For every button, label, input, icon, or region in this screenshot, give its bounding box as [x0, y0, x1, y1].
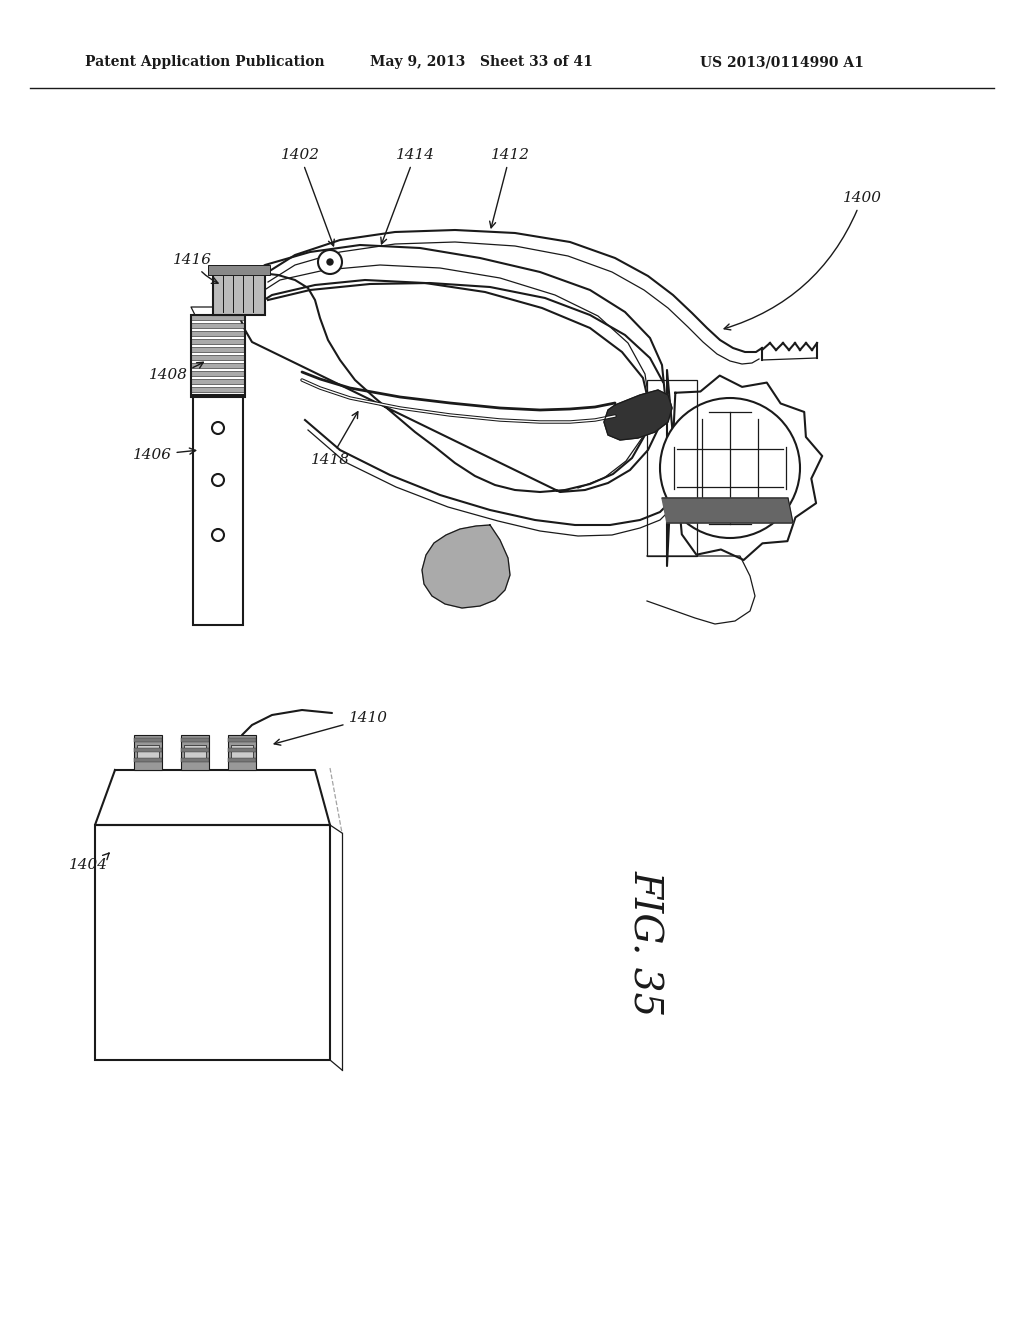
Text: 1402: 1402: [281, 148, 334, 246]
Bar: [191, 371, 245, 376]
Bar: [95, 825, 330, 1060]
Circle shape: [318, 249, 342, 275]
Bar: [191, 315, 245, 397]
Text: US 2013/0114990 A1: US 2013/0114990 A1: [700, 55, 864, 69]
Circle shape: [212, 422, 224, 434]
Bar: [228, 738, 256, 742]
Polygon shape: [95, 770, 330, 825]
Bar: [191, 315, 245, 319]
Polygon shape: [667, 370, 822, 566]
Bar: [181, 758, 209, 762]
Circle shape: [212, 474, 224, 486]
Bar: [191, 323, 245, 327]
Text: May 9, 2013   Sheet 33 of 41: May 9, 2013 Sheet 33 of 41: [370, 55, 593, 69]
Text: 1406: 1406: [132, 447, 196, 462]
Circle shape: [327, 259, 333, 265]
Bar: [191, 355, 245, 360]
Text: 1412: 1412: [489, 148, 529, 228]
Bar: [228, 748, 256, 752]
Bar: [208, 265, 270, 275]
Polygon shape: [604, 389, 672, 440]
Text: 1410: 1410: [274, 711, 387, 746]
Bar: [181, 735, 209, 770]
Polygon shape: [662, 498, 793, 523]
Polygon shape: [191, 308, 245, 315]
Text: 1418: 1418: [310, 412, 357, 467]
Text: 1408: 1408: [148, 362, 204, 381]
Polygon shape: [234, 246, 665, 492]
Text: 1404: 1404: [69, 853, 110, 873]
Text: FIG. 35: FIG. 35: [627, 870, 664, 1016]
Polygon shape: [422, 525, 510, 609]
Bar: [228, 735, 256, 770]
Bar: [137, 744, 159, 760]
Bar: [191, 339, 245, 345]
Bar: [134, 748, 162, 752]
Bar: [231, 744, 253, 760]
Bar: [191, 379, 245, 384]
Circle shape: [660, 399, 800, 539]
Bar: [184, 744, 206, 760]
Text: 1400: 1400: [724, 191, 882, 330]
Bar: [191, 387, 245, 392]
Bar: [181, 738, 209, 742]
Bar: [134, 758, 162, 762]
Bar: [647, 380, 697, 556]
Circle shape: [212, 529, 224, 541]
Bar: [191, 331, 245, 337]
Bar: [181, 748, 209, 752]
Text: 1416: 1416: [172, 253, 218, 284]
Bar: [213, 273, 265, 315]
Bar: [191, 347, 245, 352]
Bar: [134, 735, 162, 770]
Text: Patent Application Publication: Patent Application Publication: [85, 55, 325, 69]
Bar: [191, 363, 245, 368]
Text: 1414: 1414: [381, 148, 434, 244]
Bar: [134, 738, 162, 742]
Bar: [193, 395, 243, 624]
Bar: [228, 758, 256, 762]
